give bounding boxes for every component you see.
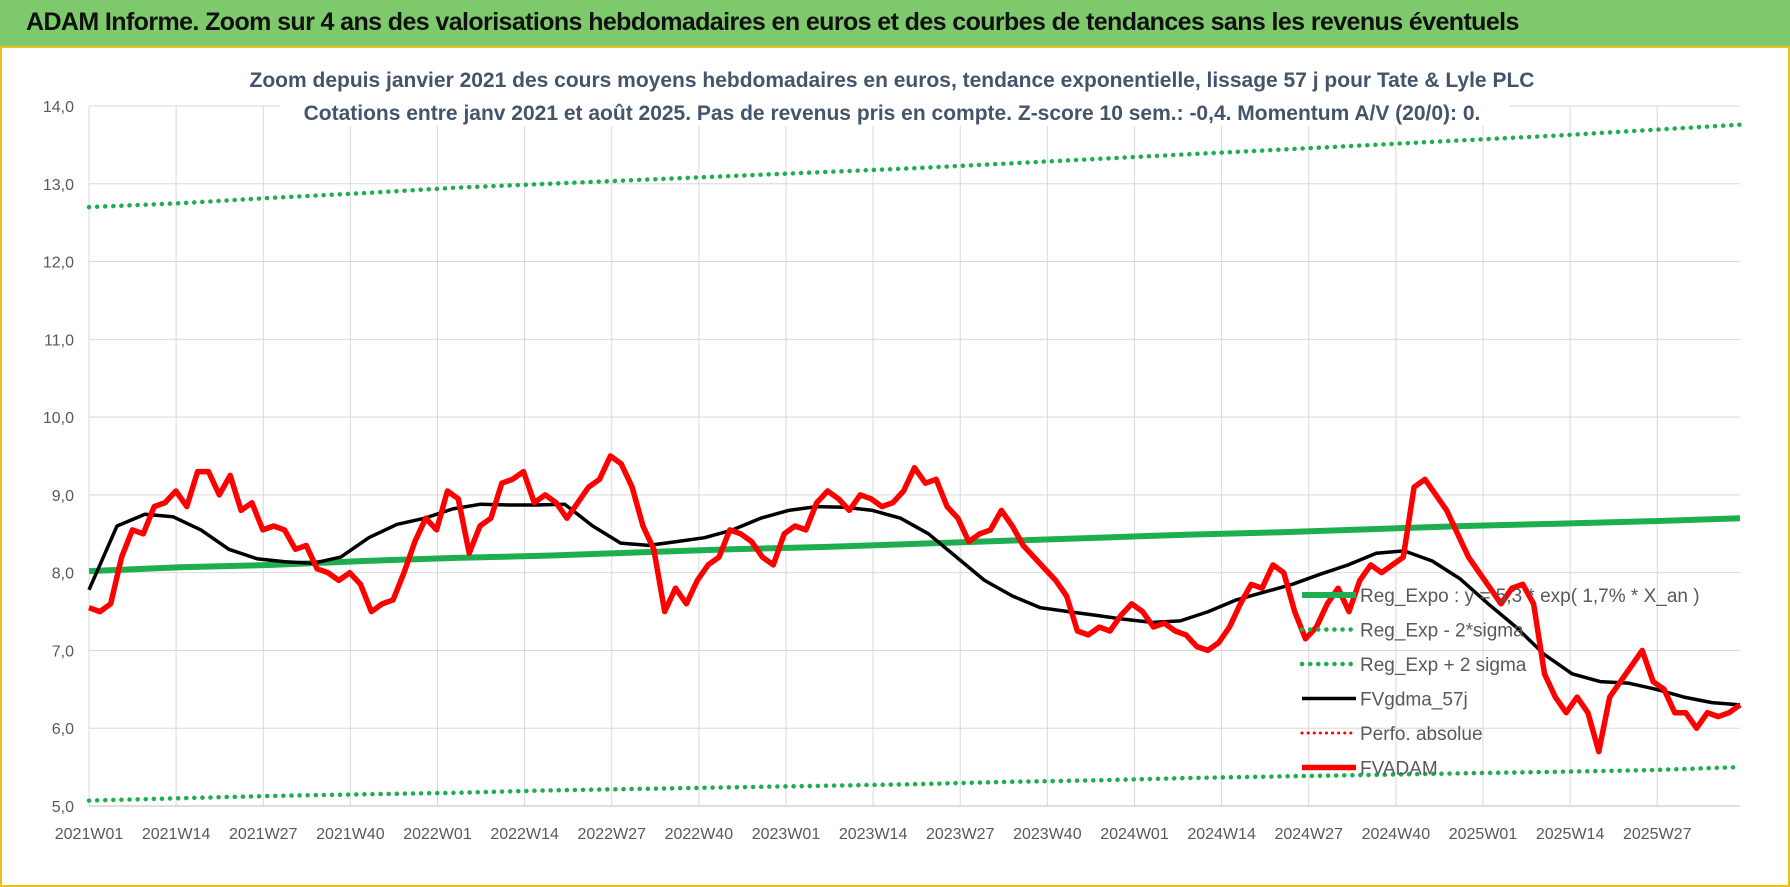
y-axis: 5,0 6,0 7,0 8,0 9,0 10,0 11,0 12,0 13,0 14,0	[43, 99, 74, 816]
y-tick-label: 8,0	[52, 566, 74, 583]
x-tick-label: 2021W14	[142, 826, 211, 843]
y-tick-label: 6,0	[52, 721, 74, 738]
legend-label: Reg_Exp - 2*sigma	[1360, 621, 1524, 642]
series-line-3	[87, 502, 1741, 707]
chart: 5,0 6,0 7,0 8,0 9,0 10,0 11,0 12,0 13,0 14,0 2021…	[43, 56, 1743, 843]
x-tick-label: 2022W01	[403, 826, 472, 843]
legend-label: FVADAM	[1360, 759, 1438, 780]
x-tick-label: 2025W27	[1623, 826, 1692, 843]
x-tick-label: 2023W14	[839, 826, 908, 843]
series-line-2	[86, 122, 1743, 210]
x-tick-label: 2022W40	[665, 826, 734, 843]
legend: Reg_Expo : y = 5,3 * exp( 1,7% * X_an ) R…	[1299, 586, 1700, 780]
legend-label: Perfo. absolue	[1360, 724, 1483, 745]
x-tick-label: 2021W27	[229, 826, 298, 843]
chart-title: Zoom depuis janvier 2021 des cours moyen…	[250, 69, 1535, 92]
series-line-0	[88, 515, 1741, 575]
x-tick-label: 2023W27	[926, 826, 995, 843]
series-line-1	[86, 764, 1743, 803]
x-tick-label: 2025W01	[1449, 826, 1518, 843]
x-tick-label: 2023W40	[1013, 826, 1082, 843]
x-tick-label: 2022W27	[577, 826, 646, 843]
series-lines	[86, 122, 1743, 803]
x-tick-label: 2025W14	[1536, 826, 1605, 843]
y-tick-label: 9,0	[52, 488, 74, 505]
legend-label: Reg_Expo : y = 5,3 * exp( 1,7% * X_an )	[1360, 586, 1700, 607]
y-tick-label: 11,0	[44, 332, 74, 349]
x-tick-label: 2023W01	[752, 826, 821, 843]
x-tick-label: 2022W14	[490, 826, 559, 843]
x-axis: 2021W01 2021W14 2021W27 2021W40 2022W01 2022W…	[55, 826, 1692, 843]
y-tick-label: 12,0	[43, 255, 74, 272]
legend-label: Reg_Exp + 2 sigma	[1360, 655, 1527, 676]
y-tick-label: 10,0	[43, 410, 74, 427]
series-line-5	[88, 453, 1742, 755]
chart-subtitle: Cotations entre janv 2021 et août 2025. …	[304, 102, 1481, 125]
y-tick-label: 7,0	[52, 643, 74, 660]
banner: ADAM Informe. Zoom sur 4 ans des valoris…	[0, 0, 1790, 48]
x-tick-label: 2024W14	[1187, 826, 1256, 843]
x-tick-label: 2021W01	[55, 826, 124, 843]
chart-title-box: Zoom depuis janvier 2021 des cours moyen…	[250, 56, 1535, 126]
x-tick-label: 2024W27	[1274, 826, 1343, 843]
x-tick-label: 2024W40	[1362, 826, 1431, 843]
banner-title: ADAM Informe. Zoom sur 4 ans des valoris…	[26, 8, 1519, 36]
legend-label: FVgdma_57j	[1360, 690, 1468, 711]
y-tick-label: 13,0	[43, 177, 74, 194]
y-tick-label: 5,0	[52, 799, 74, 816]
grid	[88, 105, 1740, 807]
y-tick-label: 14,0	[43, 99, 74, 116]
x-tick-label: 2024W01	[1100, 826, 1169, 843]
x-tick-label: 2021W40	[316, 826, 385, 843]
